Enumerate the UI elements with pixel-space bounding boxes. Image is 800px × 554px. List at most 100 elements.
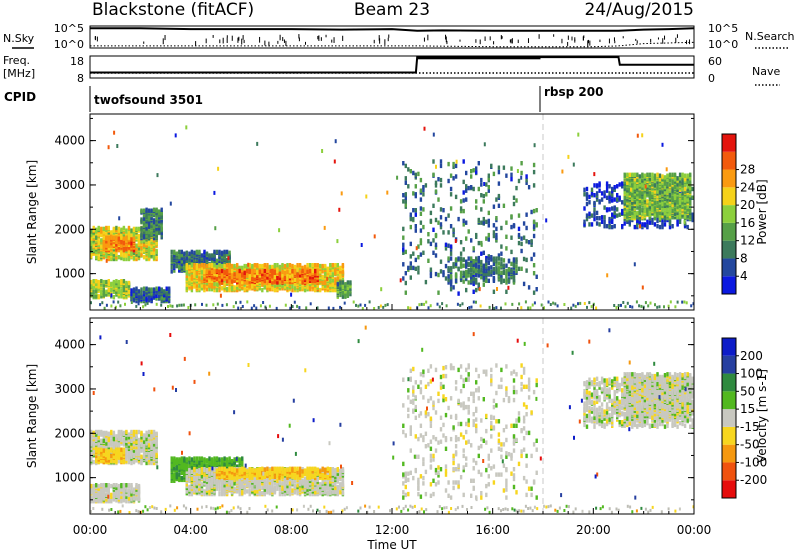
scatter-cell xyxy=(631,196,634,201)
scatter-cell xyxy=(110,235,113,240)
scatter-cell xyxy=(90,241,93,247)
scatter-cell xyxy=(653,176,657,181)
noise-cell xyxy=(156,173,159,178)
scatter-cell xyxy=(480,182,483,187)
scatter-cell xyxy=(102,293,105,298)
scatter-cell xyxy=(427,239,430,244)
scatter-cell xyxy=(120,279,123,284)
scatter-cell xyxy=(402,226,405,232)
scatter-cell xyxy=(271,264,274,270)
ground-scatter-cell xyxy=(622,301,625,304)
scatter-cell xyxy=(505,268,508,274)
scatter-cell xyxy=(482,275,485,281)
noise-cell xyxy=(256,141,259,146)
nave-tick-bottom: 0 xyxy=(708,72,715,85)
scatter-cell xyxy=(495,259,498,264)
scatter-cell xyxy=(92,294,95,299)
scatter-cell xyxy=(663,210,667,216)
scatter-cell xyxy=(671,224,674,229)
scatter-cell xyxy=(198,249,201,255)
scatter-cell xyxy=(193,273,196,279)
scatter-cell xyxy=(208,263,211,268)
scatter-cell xyxy=(605,195,609,200)
scatter-cell xyxy=(246,280,249,285)
scatter-cell xyxy=(502,269,506,275)
scatter-cell xyxy=(583,187,586,192)
scatter-cell xyxy=(100,294,103,299)
scatter-cell xyxy=(241,279,244,284)
scatter-cell xyxy=(472,266,475,271)
scatter-cell xyxy=(105,289,108,294)
noise-cell xyxy=(360,243,363,247)
scatter-cell xyxy=(638,215,641,220)
scatter-cell xyxy=(510,249,513,255)
scatter-cell xyxy=(107,240,110,246)
scatter-cell xyxy=(678,193,682,198)
scatter-cell xyxy=(482,268,485,274)
noise-cell xyxy=(399,278,402,283)
scatter-cell xyxy=(105,231,108,236)
scatter-cell xyxy=(110,287,113,293)
scatter-cell xyxy=(329,263,332,268)
ground-scatter-cell xyxy=(291,305,294,308)
scatter-cell xyxy=(477,240,480,246)
scatter-cell xyxy=(296,272,299,277)
scatter-cell xyxy=(482,220,485,225)
scatter-cell xyxy=(522,221,526,226)
scatter-cell xyxy=(409,265,412,271)
scatter-cell xyxy=(593,213,596,218)
ground-scatter-cell xyxy=(640,304,643,308)
scatter-cell xyxy=(661,174,664,179)
scatter-cell xyxy=(243,270,246,275)
scatter-cell xyxy=(142,242,146,247)
scatter-cell xyxy=(475,268,478,274)
scatter-cell xyxy=(646,202,649,208)
scatter-cell xyxy=(477,217,480,223)
scatter-cell xyxy=(283,271,287,276)
ground-scatter-cell xyxy=(119,304,122,308)
scatter-cell xyxy=(218,287,221,293)
scatter-cell xyxy=(452,164,455,169)
scatter-cell xyxy=(155,286,158,291)
ground-scatter-cell xyxy=(420,302,423,306)
scatter-cell xyxy=(107,225,110,231)
colorbar-tick-label: 12 xyxy=(740,234,755,248)
scatter-cell xyxy=(459,264,463,269)
scatter-cell xyxy=(467,273,470,278)
scatter-cell xyxy=(273,275,277,280)
scatter-cell xyxy=(291,287,294,293)
scatter-cell xyxy=(505,263,508,268)
ground-scatter-cell xyxy=(533,301,536,305)
scatter-cell xyxy=(646,207,649,212)
scatter-cell xyxy=(419,206,423,211)
scatter-cell xyxy=(90,457,93,462)
scatter-cell xyxy=(105,250,108,255)
scatter-cell xyxy=(261,282,264,287)
scatter-cell xyxy=(248,263,251,268)
scatter-cell xyxy=(135,226,138,232)
ground-scatter-cell xyxy=(615,306,618,310)
noise-cell xyxy=(507,285,510,290)
scatter-cell xyxy=(419,211,423,216)
scatter-cell xyxy=(668,172,672,177)
scatter-cell xyxy=(689,172,692,177)
scatter-cell xyxy=(643,208,647,214)
scatter-cell xyxy=(298,285,302,290)
ground-scatter-cell xyxy=(511,302,514,306)
scatter-cell xyxy=(298,269,302,275)
scatter-cell xyxy=(223,282,226,287)
scatter-cell xyxy=(631,183,634,188)
scatter-cell xyxy=(90,290,93,295)
scatter-cell xyxy=(160,211,163,216)
scatter-cell xyxy=(462,159,465,164)
scatter-cell xyxy=(210,283,214,288)
scatter-cell xyxy=(434,242,438,247)
noise-cell xyxy=(567,154,570,159)
scatter-cell xyxy=(517,178,521,184)
noise-cell xyxy=(633,262,636,267)
scatter-cell xyxy=(402,199,405,204)
scatter-cell xyxy=(658,173,662,178)
noise-cell xyxy=(545,218,548,223)
scatter-cell xyxy=(127,280,131,286)
